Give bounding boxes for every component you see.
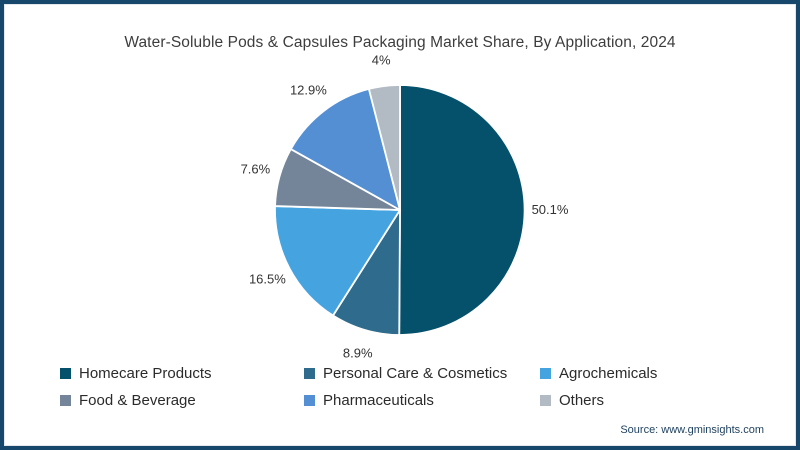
legend-label: Pharmaceuticals: [323, 392, 434, 409]
source-attribution: Source: www.gminsights.com: [620, 424, 764, 436]
chart-title: Water-Soluble Pods & Capsules Packaging …: [124, 34, 676, 51]
pie-slice-pharmaceuticals: [289, 88, 401, 211]
pie-slice-agrochemicals: [274, 205, 401, 317]
legend-label: Food & Beverage: [79, 392, 196, 409]
legend-item-food-beverage: Food & Beverage: [60, 390, 304, 411]
legend-swatch-food-beverage: [60, 395, 71, 406]
legend-item-homecare-products: Homecare Products: [60, 363, 304, 384]
legend-item-pharmaceuticals: Pharmaceuticals: [304, 390, 540, 411]
pie-value-label-agrochemicals: 16.5%: [249, 272, 286, 287]
pie-value-label-others: 4%: [372, 53, 391, 68]
legend-label: Agrochemicals: [559, 365, 658, 382]
legend-item-agrochemicals: Agrochemicals: [540, 363, 750, 384]
pie-slice-others: [368, 84, 401, 211]
pie-value-label-food-beverage: 7.6%: [241, 161, 271, 176]
legend-label: Personal Care & Cosmetics: [323, 365, 508, 382]
pie-value-label-personal-care-cosmetics: 8.9%: [343, 345, 373, 360]
pie-value-label-pharmaceuticals: 12.9%: [290, 83, 327, 98]
legend-item-personal-care-cosmetics: Personal Care & Cosmetics: [304, 363, 540, 384]
legend-swatch-others: [540, 395, 551, 406]
legend-swatch-agrochemicals: [540, 368, 551, 379]
legend-swatch-homecare-products: [60, 368, 71, 379]
legend: Homecare Products Personal Care & Cosmeti…: [60, 363, 750, 411]
legend-label: Homecare Products: [79, 365, 212, 382]
legend-label: Others: [559, 392, 605, 409]
pie-value-label-homecare-products: 50.1%: [532, 202, 569, 217]
legend-swatch-personal-care-cosmetics: [304, 368, 315, 379]
pie-slice-homecare-products: [398, 84, 526, 336]
legend-item-others: Others: [540, 390, 750, 411]
legend-swatch-pharmaceuticals: [304, 395, 315, 406]
